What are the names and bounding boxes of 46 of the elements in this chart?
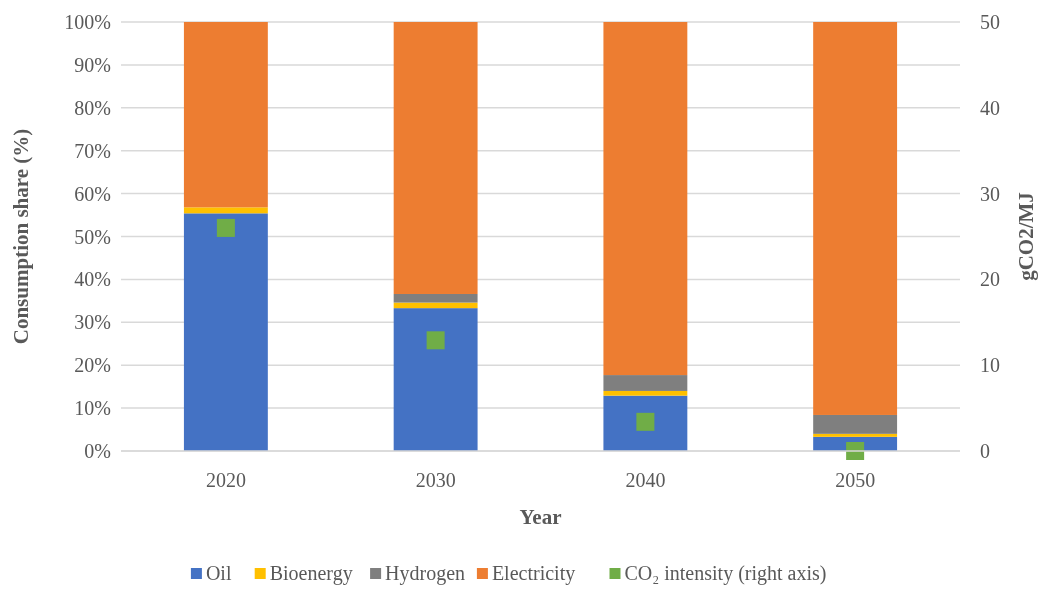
x-axis-title: Year: [519, 505, 562, 529]
y-tick-label: 100%: [64, 11, 111, 33]
y-tick-label: 50%: [74, 225, 111, 248]
bar: [603, 375, 688, 391]
y-tick-label: 90%: [74, 53, 111, 76]
y-tick-label: 80%: [74, 96, 111, 119]
y2-tick-label: 0: [980, 440, 990, 462]
y2-tick-label: 20: [980, 268, 1000, 291]
bar: [393, 22, 478, 294]
legend-label: CO₂ intensity (right axis): [624, 562, 827, 585]
y-tick-label: 10%: [74, 397, 111, 420]
y-tick-label: 40%: [74, 268, 111, 291]
x-tick-label: 2050: [835, 469, 876, 491]
y-tick-label: 60%: [74, 182, 111, 205]
bar: [603, 395, 688, 451]
legend-label: Hydrogen: [385, 562, 466, 585]
point: [426, 331, 445, 350]
legend-label: Electricity: [491, 562, 576, 585]
bar: [813, 433, 898, 437]
bar: [393, 293, 478, 303]
x-tick-label: 2040: [625, 469, 666, 491]
bar: [603, 22, 688, 376]
y2-tick-label: 50: [980, 11, 1000, 33]
bar: [603, 390, 688, 396]
y2-tick-label: 10: [980, 354, 1000, 377]
y2-tick-label: 40: [980, 96, 1000, 119]
y2-axis-title: gCO2/MJ: [1014, 192, 1038, 281]
point: [636, 412, 655, 431]
y-tick-label: 30%: [74, 311, 111, 334]
y-tick-label: 70%: [74, 139, 111, 162]
x-tick-label: 2030: [415, 469, 456, 491]
y-axis-title: Consumption share (%): [9, 128, 33, 345]
bar: [183, 213, 268, 451]
x-tick-label: 2020: [205, 469, 246, 491]
bar: [393, 302, 478, 309]
bar: [183, 22, 268, 208]
bar: [813, 414, 898, 434]
legend-label: Oil: [205, 562, 232, 584]
bar: [183, 207, 268, 214]
legend-label: Bioenergy: [269, 562, 353, 585]
bar: [813, 22, 898, 415]
y-tick-label: 20%: [74, 354, 111, 377]
bar: [393, 308, 478, 451]
y2-tick-label: 30: [980, 182, 1000, 205]
point: [216, 218, 235, 237]
y-tick-label: 0%: [84, 440, 111, 462]
